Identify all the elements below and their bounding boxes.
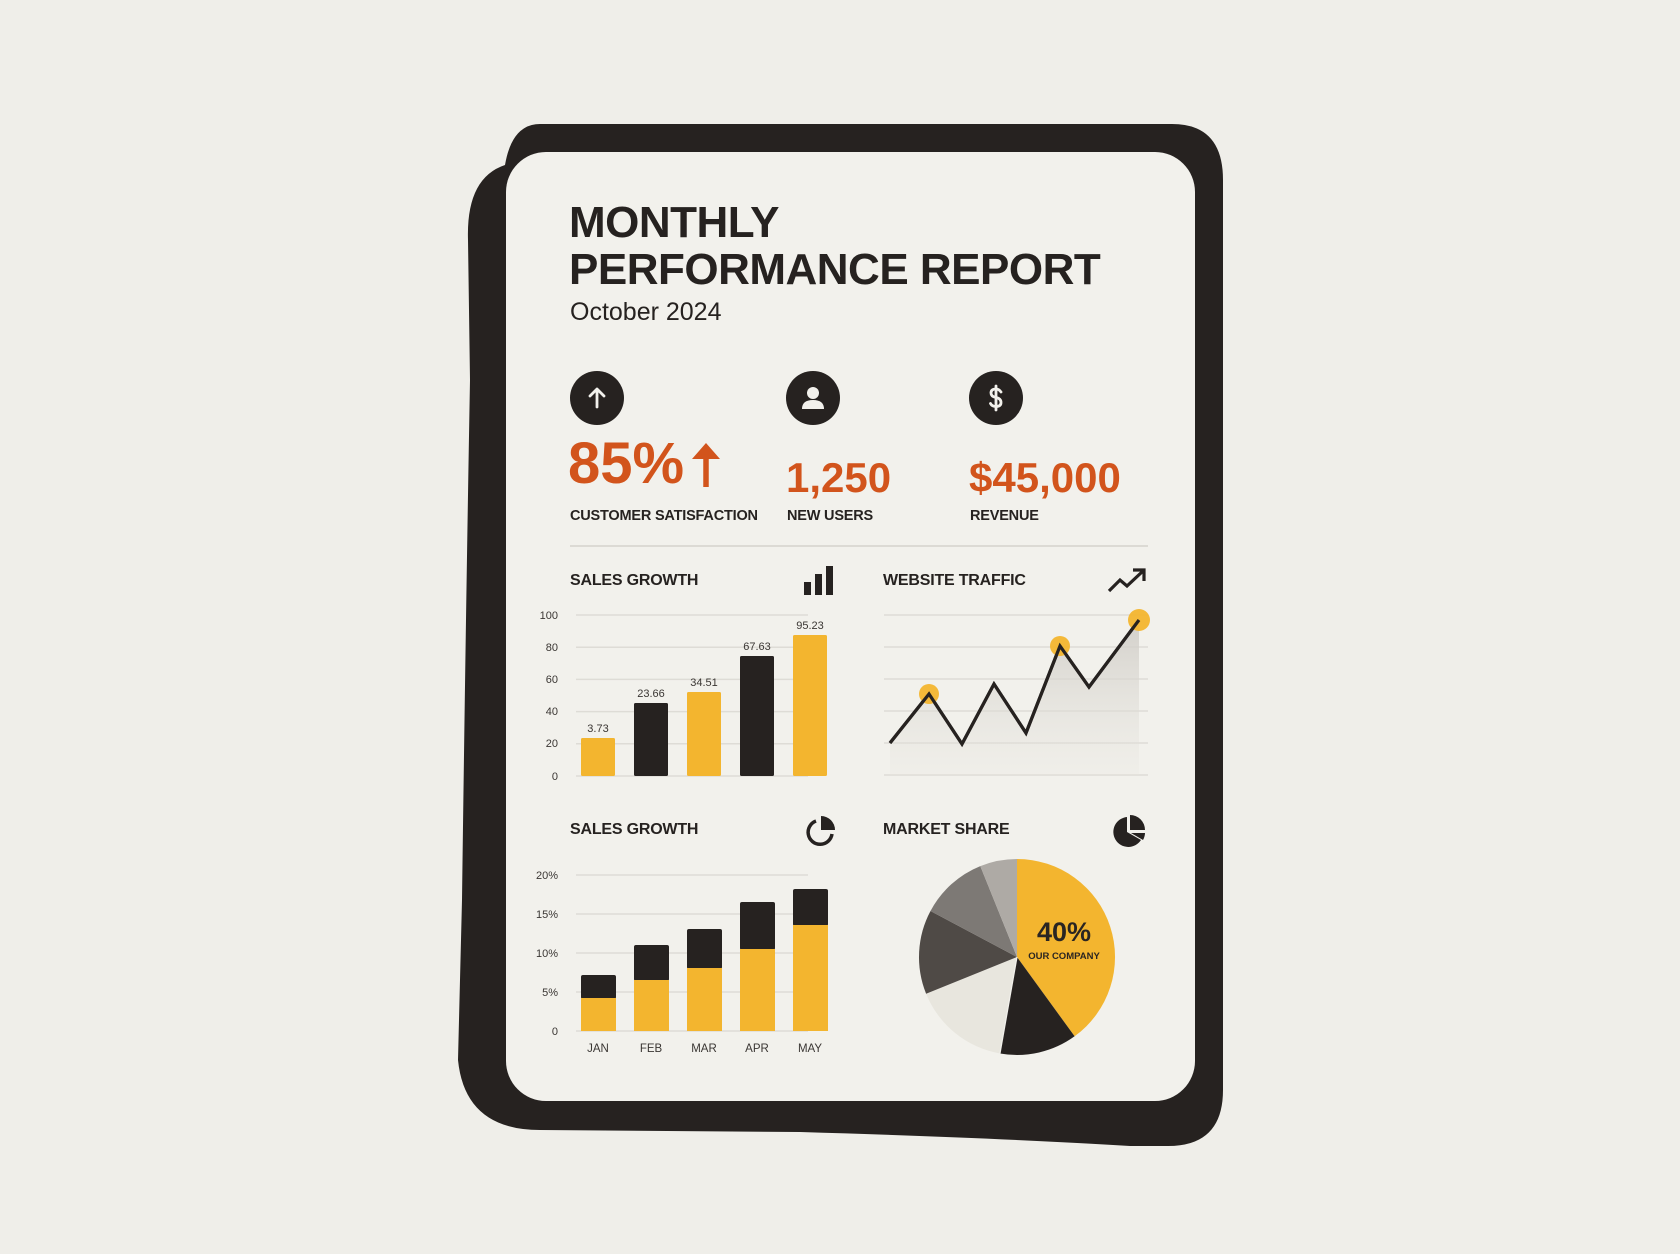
user-icon	[786, 371, 840, 425]
kpi-revenue-label: REVENUE	[970, 508, 1039, 524]
bar-5	[793, 635, 827, 776]
svg-text:67.63: 67.63	[743, 641, 771, 653]
slice-our-company	[1017, 859, 1116, 1037]
slice-competitor-e	[980, 858, 1017, 957]
svg-text:100: 100	[540, 610, 558, 622]
bar-4	[740, 656, 774, 776]
svg-text:MAR: MAR	[691, 1043, 717, 1055]
title-line-2: PERFORMANCE REPORT	[569, 245, 1101, 294]
slice-competitor-c	[918, 911, 1017, 994]
slice-competitor-a	[999, 957, 1075, 1055]
bar-value-labels: 3.73 23.66 34.51 67.63 95.23	[587, 620, 823, 735]
svg-text:MAY: MAY	[798, 1043, 822, 1055]
slice-competitor-d	[930, 866, 1017, 957]
svg-text:80: 80	[546, 642, 558, 654]
website-traffic-chart	[884, 609, 1150, 776]
svg-text:5%: 5%	[542, 987, 558, 999]
kpi-value-text: 85%	[568, 431, 685, 496]
pie-annotation-value: 40%	[1037, 917, 1091, 947]
sales-growth-bar-chart: 100 80 60 40 20 0 3.73 23.66 34.51 67.63…	[540, 610, 827, 783]
stacked-bars	[581, 889, 828, 1031]
kpi-satisfaction-value: 85%	[568, 435, 724, 493]
kpi-satisfaction-label: CUSTOMER SATISFACTION	[570, 508, 758, 524]
svg-text:JAN: JAN	[587, 1043, 609, 1055]
pie-slices	[918, 858, 1116, 1055]
arrow-up-icon	[570, 371, 624, 425]
pie-outline-icon	[806, 816, 835, 847]
svg-text:60: 60	[546, 674, 558, 686]
svg-text:0: 0	[552, 771, 558, 783]
pie-chart-icon	[1113, 815, 1145, 847]
svg-text:95.23: 95.23	[796, 620, 824, 632]
market-share-pie: 40% OUR COMPANY	[918, 858, 1116, 1055]
svg-text:15%: 15%	[536, 909, 558, 921]
bar-2	[634, 703, 668, 776]
svg-text:0: 0	[552, 1026, 558, 1038]
trending-up-icon	[1107, 568, 1146, 593]
svg-text:10%: 10%	[536, 948, 558, 960]
x-tick-labels: JAN FEB MAR APR MAY	[587, 1043, 822, 1055]
slice-competitor-b	[926, 957, 1017, 1054]
divider	[570, 545, 1148, 547]
svg-text:40: 40	[546, 706, 558, 718]
sales-growth-stacked-chart: 20% 15% 10% 5% 0 JAN FEB MAR	[536, 870, 828, 1055]
report-card: MONTHLY PERFORMANCE REPORT October 2024 …	[506, 152, 1195, 1101]
pie-annotation-caption: OUR COMPANY	[1028, 951, 1100, 962]
kpi-users-value: 1,250	[786, 454, 892, 501]
svg-text:APR: APR	[745, 1043, 769, 1055]
traffic-area	[890, 620, 1139, 775]
y-tick-labels: 100 80 60 40 20 0	[540, 610, 558, 783]
svg-text:34.51: 34.51	[690, 677, 718, 689]
svg-text:20%: 20%	[536, 870, 558, 882]
slice-separators	[999, 956, 1018, 1054]
y-tick-labels: 20% 15% 10% 5% 0	[536, 870, 558, 1038]
kpi-users-label: NEW USERS	[787, 508, 874, 524]
kpi-revenue-value: $45,000	[969, 454, 1121, 501]
svg-text:3.73: 3.73	[587, 723, 608, 735]
trend-up-icon	[692, 443, 721, 487]
svg-text:23.66: 23.66	[637, 688, 665, 700]
svg-text:20: 20	[546, 738, 558, 750]
dollar-icon	[969, 371, 1023, 425]
sales-growth-bar-title: SALES GROWTH	[570, 572, 699, 589]
bar-chart-icon	[804, 566, 833, 595]
title-line-1: MONTHLY	[569, 198, 780, 247]
bar-3	[687, 692, 721, 776]
page-title: MONTHLY PERFORMANCE REPORT	[569, 199, 1189, 293]
market-share-title: MARKET SHARE	[883, 821, 1010, 838]
bars	[581, 635, 827, 776]
bar-1	[581, 738, 615, 776]
sales-growth-stacked-title: SALES GROWTH	[570, 821, 699, 838]
report-date: October 2024	[570, 298, 722, 326]
svg-text:FEB: FEB	[640, 1043, 663, 1055]
website-traffic-title: WEBSITE TRAFFIC	[883, 572, 1026, 589]
